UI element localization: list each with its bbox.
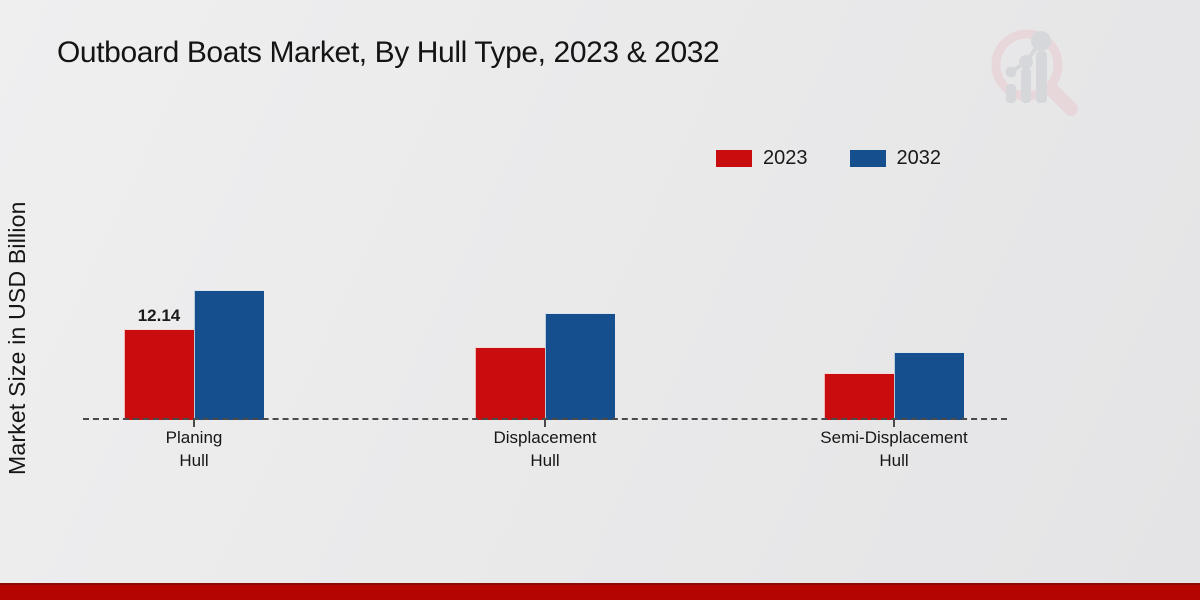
chart-title: Outboard Boats Market, By Hull Type, 202… (57, 36, 720, 69)
x-axis-tick (544, 420, 546, 427)
bar-2032-category-2 (894, 352, 964, 420)
bar-value-label: 12.14 (137, 306, 181, 325)
category-label-semi-displacement-hull: Semi-Displacement Hull (820, 428, 968, 470)
bar-2023-category-2 (824, 373, 894, 420)
magnifier-bar-chart-logo-icon (991, 29, 1078, 116)
legend: 2023 2032 (716, 147, 941, 170)
x-axis-tick (193, 420, 195, 427)
bar-2023-category-1 (475, 347, 545, 420)
footer-accent-strip (0, 583, 1200, 600)
x-axis-tick (893, 420, 895, 427)
legend-swatch-2023 (716, 150, 752, 167)
x-axis-baseline-dashed (83, 418, 1007, 420)
legend-swatch-2032 (849, 150, 886, 167)
bar-2032-category-1 (545, 313, 615, 420)
legend-item-2023: 2023 (716, 147, 808, 170)
category-label-displacement-hull: Displacement Hull (493, 428, 597, 470)
bar-2023-category-0 (124, 329, 194, 420)
bar-2032-category-0 (194, 290, 264, 420)
legend-label-2032: 2032 (896, 147, 942, 169)
category-label-planing-hull: Planing Hull (165, 428, 223, 470)
legend-label-2023: 2023 (763, 147, 808, 169)
legend-item-2032: 2032 (849, 147, 942, 170)
